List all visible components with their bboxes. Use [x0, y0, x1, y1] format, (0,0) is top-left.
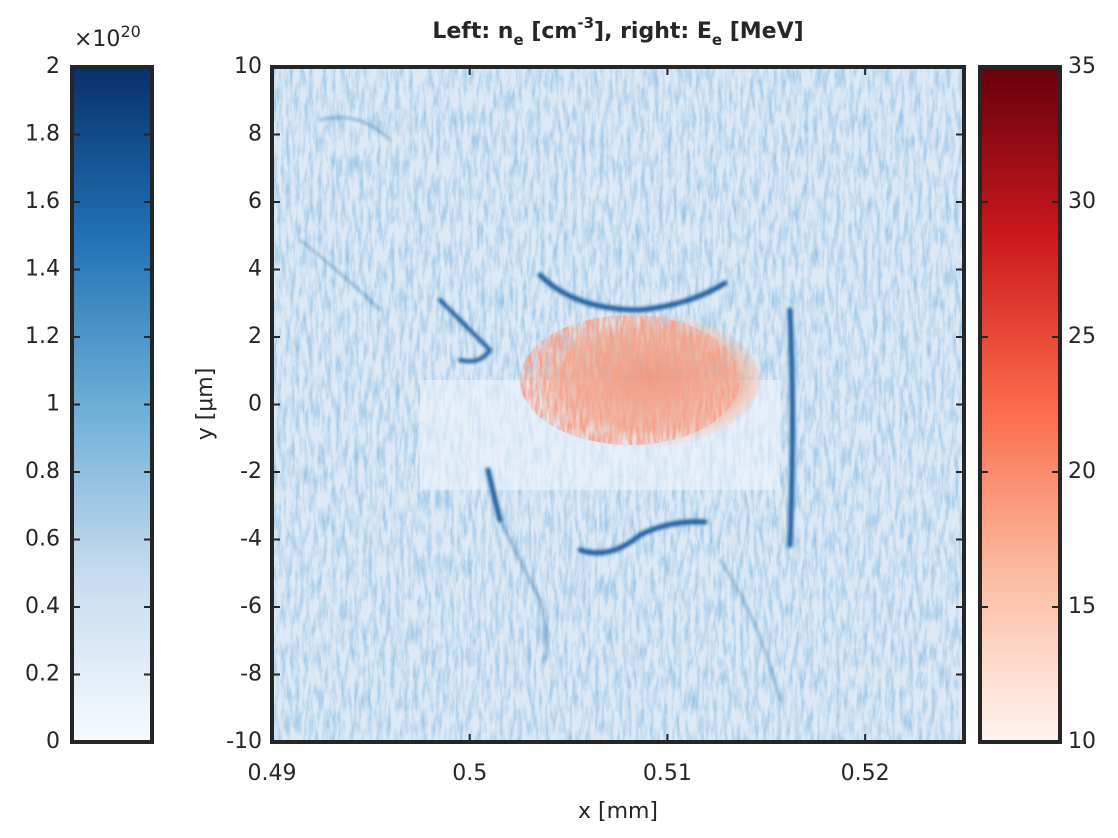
y-tick-label: 0 — [248, 392, 262, 417]
colorbar-tick-label: 20 — [1068, 459, 1096, 484]
colorbar-tick-label: 1.2 — [25, 324, 60, 349]
colorbar-tick-label: 1.6 — [25, 189, 60, 214]
y-tick-label: 10 — [234, 54, 262, 79]
y-tick-label: -6 — [240, 594, 262, 619]
x-tick-label: 0.52 — [841, 761, 890, 786]
title-part: [cm — [524, 19, 578, 44]
y-tick-label: -10 — [226, 729, 262, 754]
colorbar-tick-label: 0.4 — [25, 594, 60, 619]
x-tick-label: 0.51 — [643, 761, 692, 786]
colorbar-tick-label: 0 — [46, 729, 60, 754]
colorbar-tick-label: 1 — [46, 392, 60, 417]
y-tick-label: -4 — [240, 527, 262, 552]
y-axis-label: y [μm] — [193, 368, 218, 441]
title-part: -3 — [577, 14, 594, 32]
colorbar-tick-label: 0.2 — [25, 662, 60, 687]
colorbar-tick-label: 1.8 — [25, 122, 60, 147]
colorbar-tick-label: 30 — [1068, 189, 1096, 214]
chart-title: Left: ne [cm-3], right: Ee [MeV] — [432, 14, 803, 49]
exponent: 20 — [120, 22, 140, 41]
colorbar-left — [72, 67, 152, 742]
title-part: e — [712, 31, 722, 49]
colorbar-tick-label: 0.8 — [25, 459, 60, 484]
y-tick-label: 2 — [248, 324, 262, 349]
y-tick-label: -2 — [240, 459, 262, 484]
y-tick-label: 6 — [248, 189, 262, 214]
y-tick-label: -8 — [240, 662, 262, 687]
colorbar-tick-label: 10 — [1068, 729, 1096, 754]
colorbar-tick-label: 1.4 — [25, 257, 60, 282]
multiplier: ×10 — [74, 27, 120, 52]
colorbar-right — [980, 67, 1060, 742]
density-image — [272, 67, 964, 742]
title-part: Left: n — [432, 19, 513, 44]
colorbar-tick-label: 2 — [46, 54, 60, 79]
title-part: e — [513, 31, 523, 49]
colorbar-tick-label: 15 — [1068, 594, 1096, 619]
colorbar-right-frame — [978, 65, 1062, 744]
title-part: [MeV] — [722, 19, 804, 44]
colorbar-multiplier: ×1020 — [74, 22, 141, 53]
x-axis-label: x [mm] — [578, 799, 658, 824]
x-tick-label: 0.49 — [248, 761, 297, 786]
y-tick-label: 4 — [248, 257, 262, 282]
colorbar-tick-label: 0.6 — [25, 527, 60, 552]
colorbar-tick-label: 35 — [1068, 54, 1096, 79]
title-part: ], right: E — [594, 19, 712, 44]
colorbar-tick-label: 25 — [1068, 324, 1096, 349]
y-tick-label: 8 — [248, 122, 262, 147]
x-tick-label: 0.5 — [452, 761, 487, 786]
